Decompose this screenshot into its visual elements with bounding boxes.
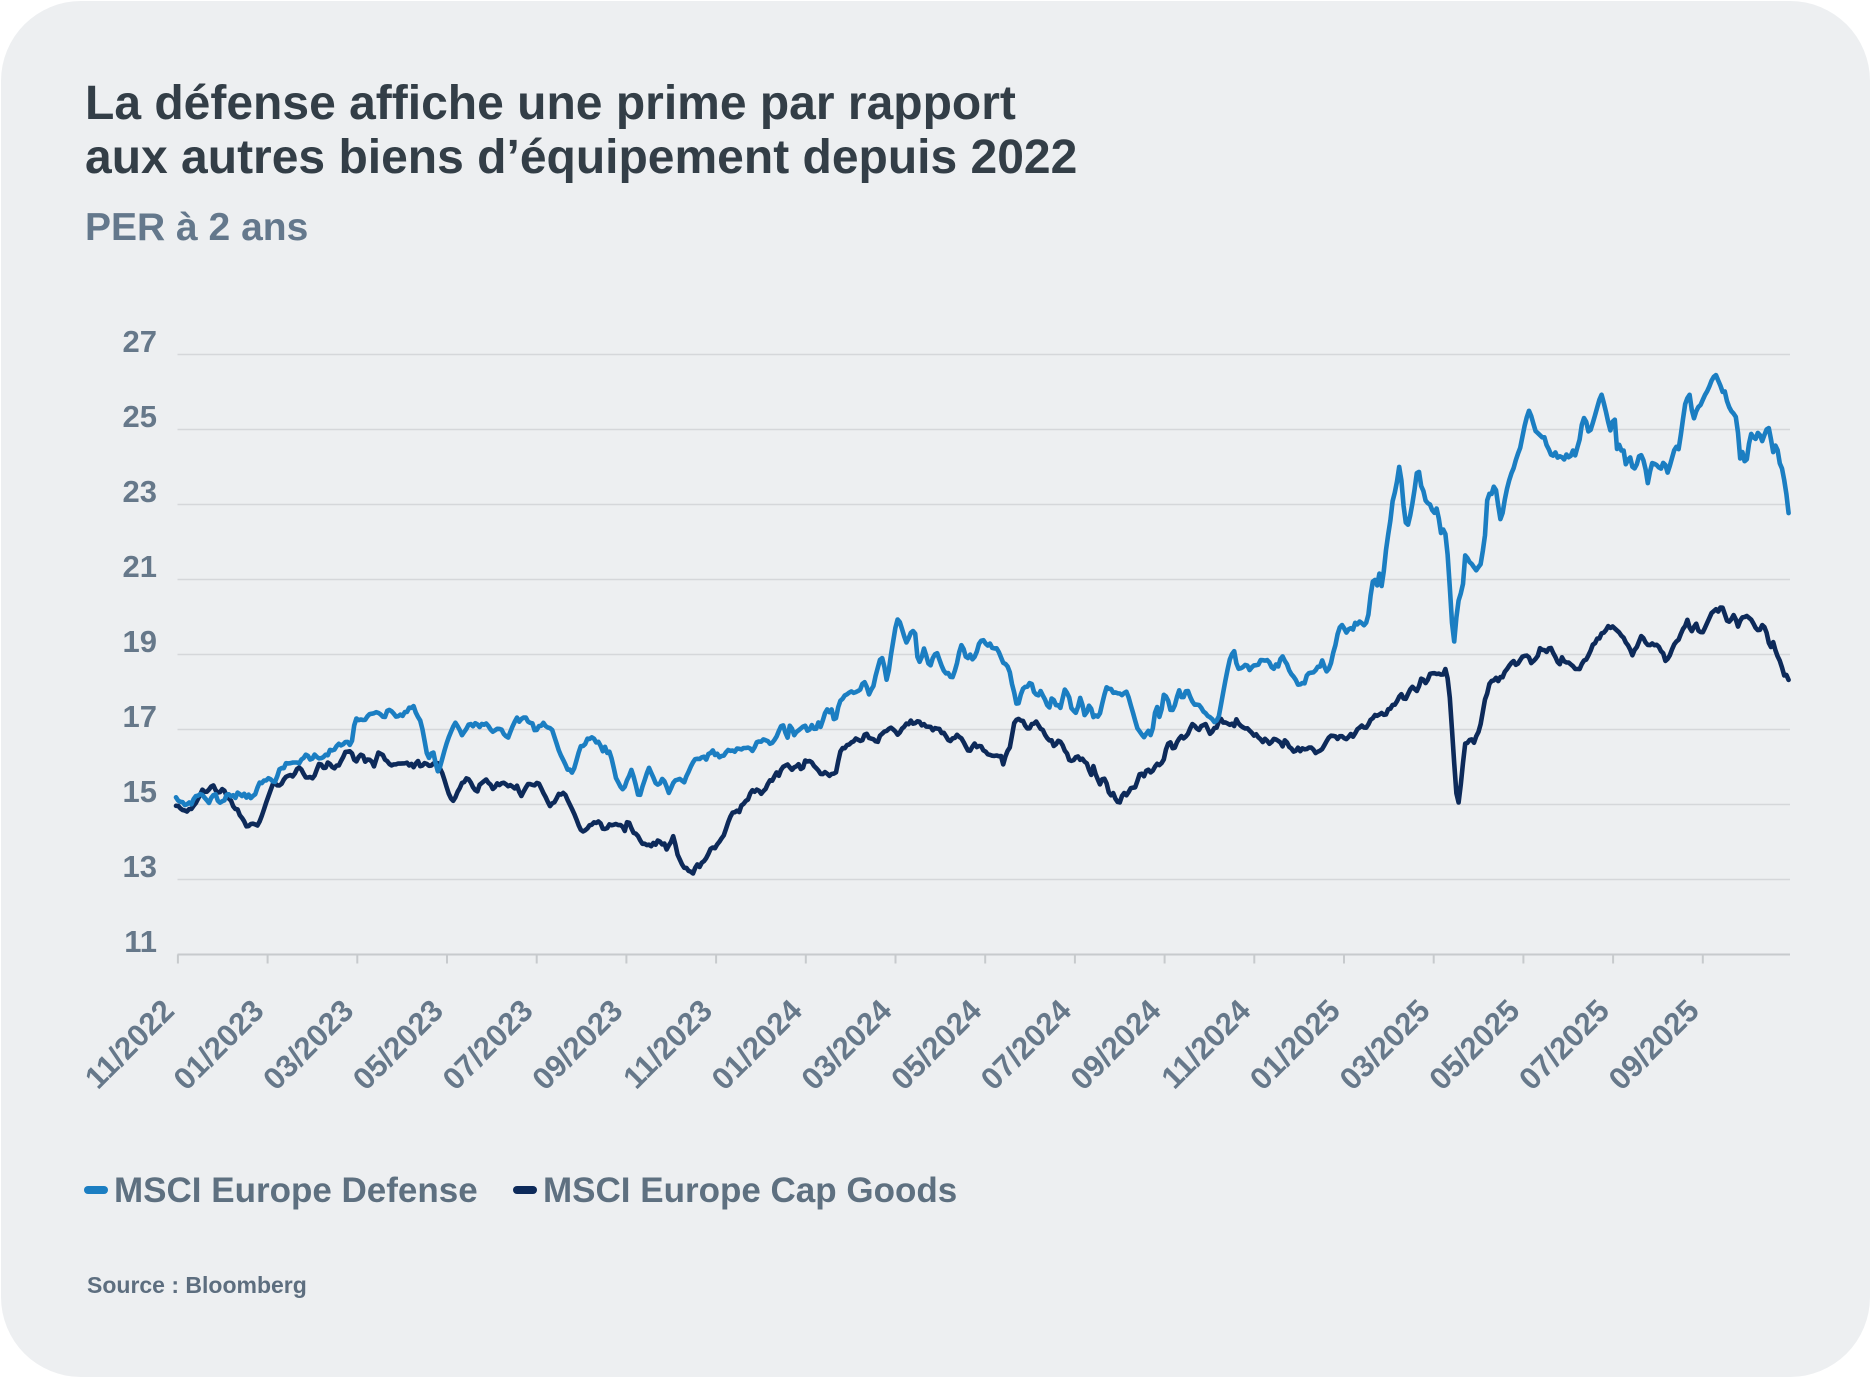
svg-text:MSCI Europe Defense: MSCI Europe Defense (114, 1171, 478, 1210)
svg-text:MSCI Europe Cap Goods: MSCI Europe Cap Goods (543, 1171, 957, 1210)
svg-text:23: 23 (123, 474, 157, 509)
svg-text:13: 13 (123, 849, 157, 884)
svg-text:17: 17 (123, 699, 157, 734)
svg-text:15: 15 (123, 774, 157, 809)
svg-text:27: 27 (123, 324, 157, 359)
svg-text:11: 11 (124, 924, 157, 959)
svg-text:21: 21 (123, 549, 157, 584)
svg-text:La défense affiche une prime p: La défense affiche une prime par rapport (85, 77, 1016, 130)
svg-text:19: 19 (123, 624, 157, 659)
svg-text:aux autres biens d’équipement: aux autres biens d’équipement depuis 202… (85, 131, 1077, 184)
svg-text:Source : Bloomberg: Source : Bloomberg (87, 1272, 307, 1298)
svg-text:PER à 2 ans: PER à 2 ans (85, 206, 308, 249)
svg-text:25: 25 (123, 399, 157, 434)
